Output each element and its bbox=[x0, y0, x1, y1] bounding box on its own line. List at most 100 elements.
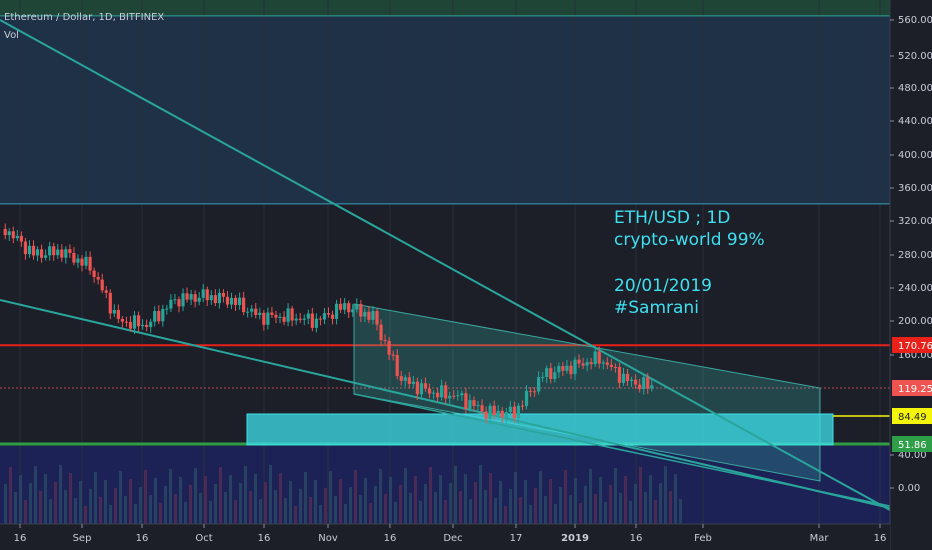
volume-bar bbox=[364, 478, 367, 524]
trendline-major bbox=[0, 19, 891, 511]
candle-body bbox=[60, 249, 64, 258]
candle-body bbox=[132, 315, 137, 329]
candle-body bbox=[153, 311, 157, 322]
candle-body bbox=[407, 377, 411, 384]
volume-bar bbox=[299, 489, 302, 524]
candle-body bbox=[642, 377, 646, 390]
volume-bar bbox=[339, 479, 342, 524]
volume-bar bbox=[169, 469, 172, 524]
candle-body bbox=[120, 318, 125, 322]
candle-body bbox=[189, 294, 193, 300]
volume-bar bbox=[124, 496, 127, 524]
candle-body bbox=[237, 297, 242, 306]
candle-body bbox=[561, 366, 565, 371]
price-tag-label: 84.49 bbox=[898, 412, 927, 423]
x-tick-label: 17 bbox=[510, 533, 523, 544]
volume-bar bbox=[324, 488, 327, 524]
volume-bar bbox=[34, 466, 37, 524]
volume-bar bbox=[174, 494, 177, 524]
x-tick-label: Mar bbox=[810, 533, 830, 544]
candle-body bbox=[617, 367, 622, 383]
volume-bar bbox=[329, 471, 332, 524]
volume-bar bbox=[204, 476, 207, 524]
annotation-date: 20/01/2019 bbox=[614, 276, 712, 296]
volume-bar bbox=[284, 498, 287, 524]
y-tick-label: 520.00 bbox=[898, 51, 932, 62]
support-box bbox=[246, 413, 834, 446]
volume-bar bbox=[109, 505, 112, 524]
candle-body bbox=[375, 311, 379, 325]
volume-bar bbox=[39, 491, 42, 524]
volume-bar bbox=[224, 492, 227, 524]
candle-body bbox=[205, 289, 209, 301]
x-tick-label: 16 bbox=[384, 533, 397, 544]
candle-body bbox=[488, 405, 492, 419]
volume-bar bbox=[584, 486, 587, 524]
y-tick-label: 240.00 bbox=[898, 283, 932, 294]
price-tag-label: 51.86 bbox=[898, 440, 927, 451]
volume-bar bbox=[214, 484, 217, 524]
candle-body bbox=[80, 258, 84, 266]
volume-bar bbox=[249, 491, 252, 524]
volume-bar bbox=[669, 491, 672, 524]
candle-body bbox=[100, 279, 104, 291]
volume-bar bbox=[639, 467, 642, 524]
volume-bar bbox=[679, 499, 682, 524]
volume-bar bbox=[474, 482, 477, 524]
price-tag-label: 119.25 bbox=[898, 384, 932, 395]
volume-bar bbox=[439, 475, 442, 524]
candle-body bbox=[476, 405, 480, 407]
volume-bar bbox=[199, 493, 202, 524]
candle-body bbox=[310, 313, 314, 328]
candle-body bbox=[351, 309, 355, 313]
candle-body bbox=[233, 297, 238, 306]
volume-bar bbox=[599, 477, 602, 524]
x-tick-label: Feb bbox=[694, 533, 712, 544]
candle-body bbox=[149, 321, 153, 328]
x-tick-label: 16 bbox=[14, 533, 27, 544]
candle-body bbox=[634, 379, 638, 385]
candle-body bbox=[15, 235, 19, 239]
candle-body bbox=[371, 311, 375, 320]
candle-body bbox=[68, 249, 72, 253]
candle-body bbox=[161, 309, 165, 322]
volume-bar bbox=[654, 500, 657, 524]
candle-body bbox=[96, 276, 100, 280]
volume-bar bbox=[194, 468, 197, 524]
price-tag-yellow bbox=[892, 408, 932, 424]
volume-bar bbox=[134, 504, 137, 524]
annotation-pair: ETH/USD ; 1D bbox=[614, 208, 731, 228]
volume-bar bbox=[69, 473, 72, 524]
candle-body bbox=[537, 377, 541, 392]
candle-body bbox=[646, 377, 650, 389]
volume-bar bbox=[499, 481, 502, 524]
candle-body bbox=[347, 303, 351, 313]
volume-bar bbox=[184, 502, 187, 524]
candle-body bbox=[108, 292, 112, 314]
candle-body bbox=[625, 373, 630, 382]
candle-body bbox=[589, 362, 593, 365]
candle-body bbox=[492, 405, 496, 415]
candle-body bbox=[145, 324, 149, 328]
volume-bar bbox=[359, 495, 362, 524]
price-tag-label: 170.76 bbox=[898, 341, 932, 352]
volume-bar bbox=[319, 505, 322, 524]
volume-bar bbox=[534, 488, 537, 524]
candle-body bbox=[448, 395, 452, 399]
candle-body bbox=[427, 388, 432, 394]
candle-body bbox=[225, 296, 230, 305]
candle-body bbox=[621, 373, 626, 383]
candle-body bbox=[136, 315, 141, 327]
candle-body bbox=[452, 395, 456, 397]
y-tick-label: 400.00 bbox=[898, 150, 932, 161]
volume-bar bbox=[504, 506, 507, 524]
candle-body bbox=[44, 255, 48, 258]
volume-bar bbox=[44, 474, 47, 524]
volume-bar bbox=[469, 499, 472, 524]
y-tick-label: 560.00 bbox=[898, 15, 932, 26]
volume-bar bbox=[84, 506, 87, 524]
candle-body bbox=[92, 270, 96, 277]
candle-body bbox=[19, 235, 23, 242]
